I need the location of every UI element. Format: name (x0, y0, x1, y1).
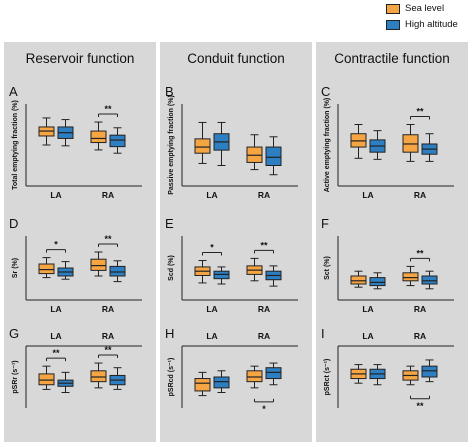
box-F-RA-sea (402, 272, 419, 282)
box-I-RA-high (421, 365, 438, 378)
panel-letter-A: A (9, 84, 18, 99)
category-label-B-LA: LA (206, 190, 217, 200)
sig-label-E-RA: ** (260, 240, 268, 250)
category-label-C-LA: LA (362, 190, 373, 200)
y-axis-label-F: Sct (%) (324, 256, 331, 280)
panel-letter-G: G (9, 326, 19, 341)
legend-label-sea-level: Sea level (405, 3, 445, 14)
legend-swatch-sea-level (386, 3, 400, 14)
box-G-RA-sea (90, 370, 107, 383)
category-label-H-LA: LA (206, 331, 217, 341)
sig-label-D-RA: ** (104, 234, 112, 244)
legend-item-high-altitude: High altitude (386, 18, 458, 31)
y-axis-label-E: Scd (%) (168, 255, 175, 281)
category-label-F-LA: LA (362, 304, 373, 314)
box-F-LA-sea (350, 275, 367, 285)
category-label-F-RA: RA (414, 304, 426, 314)
category-label-G-LA: LA (50, 331, 61, 341)
legend: Sea level High altitude (386, 2, 474, 32)
box-H-LA-sea (194, 378, 211, 392)
column-title-2: Conduit function (187, 51, 285, 66)
box-A-RA-high (109, 134, 126, 148)
y-axis-label-B: Passive emptying fraction (%) (168, 95, 175, 195)
category-label-A-LA: LA (50, 190, 61, 200)
y-axis-label-C: Active emptying fraction (%) (324, 98, 331, 193)
category-label-C-RA: RA (414, 190, 426, 200)
box-D-RA-high (109, 265, 126, 277)
box-H-RA-high (265, 367, 282, 380)
category-label-H-RA: RA (258, 331, 270, 341)
column-panel-2 (160, 42, 312, 442)
box-D-RA-sea (90, 258, 107, 271)
box-A-RA-sea (90, 130, 107, 144)
box-F-LA-high (369, 277, 386, 287)
category-label-D-RA: RA (102, 304, 114, 314)
box-H-RA-sea (246, 370, 263, 383)
sig-label-G-LA: ** (52, 348, 60, 358)
category-label-B-RA: RA (258, 190, 270, 200)
box-F-RA-high (421, 275, 438, 285)
panel-letter-D: D (9, 216, 18, 231)
panel-letter-E: E (165, 216, 174, 231)
sig-label-C-RA: ** (416, 107, 424, 117)
y-axis-label-A: Total emptying fraction (%) (12, 100, 19, 190)
legend-swatch-high-altitude (386, 19, 400, 30)
box-H-LA-high (213, 376, 230, 389)
sig-label-H-RA: * (262, 404, 266, 414)
sig-label-D-LA: * (54, 240, 58, 250)
y-axis-label-I: pSRct (s⁻¹) (324, 359, 331, 396)
category-label-G-RA: RA (102, 331, 114, 341)
box-B-LA-sea (194, 138, 211, 154)
sig-label-I-RA: ** (416, 401, 424, 411)
category-label-D-LA: LA (50, 304, 61, 314)
category-label-E-RA: RA (258, 304, 270, 314)
legend-item-sea-level: Sea level (386, 2, 444, 15)
column-panel-1 (4, 42, 156, 442)
panel-letter-C: C (321, 84, 330, 99)
column-title-1: Reservoir function (26, 51, 135, 66)
category-label-A-RA: RA (102, 190, 114, 200)
legend-label-high-altitude: High altitude (405, 19, 458, 30)
panel-letter-B: B (165, 84, 174, 99)
category-label-I-RA: RA (414, 331, 426, 341)
y-axis-label-H: pSRcd (s⁻¹) (168, 358, 175, 397)
sig-label-A-RA: ** (104, 104, 112, 114)
y-axis-label-G: pSRr (s⁻¹) (12, 360, 19, 393)
box-D-LA-sea (38, 263, 55, 275)
sig-label-G-RA: ** (104, 345, 112, 355)
panel-letter-F: F (321, 216, 329, 231)
box-B-RA-high (265, 146, 282, 167)
box-G-LA-sea (38, 373, 55, 386)
panel-letter-H: H (165, 326, 174, 341)
y-axis-label-D: Sr (%) (12, 258, 19, 278)
category-label-I-LA: LA (362, 331, 373, 341)
panel-letter-I: I (321, 326, 325, 341)
sig-label-F-RA: ** (416, 248, 424, 258)
chart-D: DSr (%)LA RA*** (9, 216, 142, 314)
chart-F: F Sct (%) LA RA ** (321, 216, 454, 314)
category-label-E-LA: LA (206, 304, 217, 314)
column-panel-3 (316, 42, 468, 442)
column-title-3: Contractile function (334, 51, 450, 66)
sig-label-E-LA: * (210, 243, 214, 253)
